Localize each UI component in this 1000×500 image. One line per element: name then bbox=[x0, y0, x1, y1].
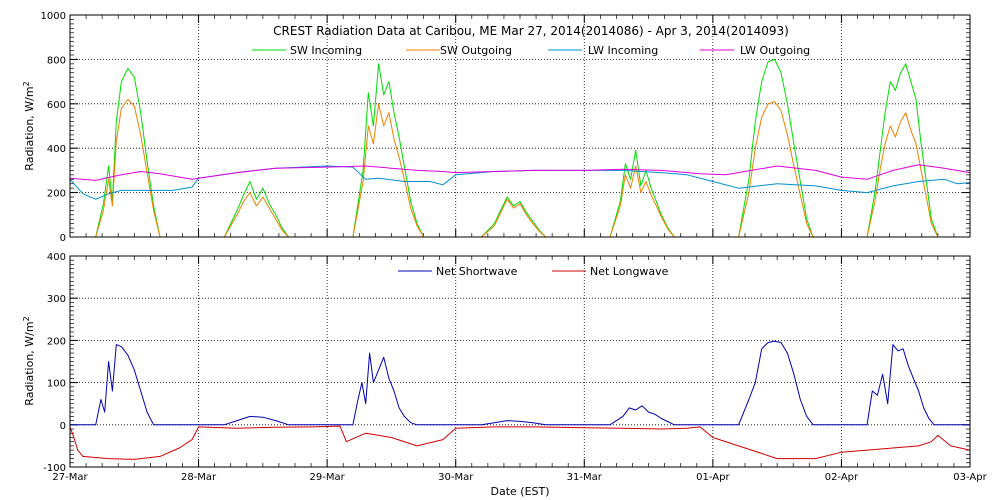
upper-ytick-label: 600 bbox=[47, 100, 66, 111]
lower-ytick-label: 300 bbox=[47, 294, 66, 305]
lower-legend: Net Shortwave Net Longwave bbox=[398, 265, 669, 278]
upper-ytick-label: 1000 bbox=[41, 11, 66, 22]
lower-series-net-longwave bbox=[69, 425, 971, 460]
x-tick-label: 28-Mar bbox=[181, 472, 217, 483]
x-tick-label: 03-Apr bbox=[953, 472, 987, 483]
upper-ytick-label: 800 bbox=[47, 55, 66, 66]
lower-series-net-shortwave bbox=[70, 340, 970, 426]
lower-panel: -100 0 100 200 300 400 27-Mar 28-Mar 29-Mar 30-Ma… bbox=[22, 252, 988, 498]
legend-sw-incoming-label: SW Incoming bbox=[290, 44, 362, 57]
lower-plot-frame bbox=[69, 255, 971, 468]
lower-ticks: -100 0 100 200 300 400 27-Mar 28-Mar 29-Mar 30-Ma… bbox=[43, 252, 987, 483]
legend-net-longwave-label: Net Longwave bbox=[590, 265, 669, 278]
upper-series-sw-outgoing bbox=[70, 98, 970, 238]
lower-gridlines bbox=[70, 256, 970, 467]
lower-y-axis-title: Radiation, W/m2 bbox=[22, 316, 36, 405]
lower-ytick-label: 400 bbox=[47, 252, 66, 263]
x-axis-title: Date (EST) bbox=[490, 485, 549, 498]
x-tick-label: 02-Apr bbox=[825, 472, 859, 483]
upper-series-lw-incoming bbox=[69, 165, 971, 200]
lower-ytick-label: 200 bbox=[47, 336, 66, 347]
upper-ytick-label: 0 bbox=[60, 233, 66, 244]
upper-y-axis-title: Radiation, W/m2 bbox=[22, 81, 36, 170]
upper-ytick-label: 200 bbox=[47, 189, 66, 200]
legend-lw-outgoing-label: LW Outgoing bbox=[740, 44, 810, 57]
x-tick-label: 30-Mar bbox=[438, 472, 474, 483]
upper-gridlines bbox=[70, 15, 970, 237]
legend-net-shortwave-label: Net Shortwave bbox=[436, 265, 518, 278]
lower-ytick-label: -100 bbox=[43, 463, 66, 474]
lower-ytick-label: 0 bbox=[60, 421, 66, 432]
upper-series bbox=[69, 58, 971, 238]
x-tick-label: 29-Mar bbox=[310, 472, 346, 483]
upper-title: CREST Radiation Data at Caribou, ME Mar … bbox=[273, 24, 789, 38]
lower-series bbox=[69, 340, 971, 460]
upper-legend: SW Incoming SW Outgoing LW Incoming LW O… bbox=[252, 44, 810, 57]
x-tick-label: 01-Apr bbox=[696, 472, 730, 483]
upper-series-lw-outgoing bbox=[69, 164, 971, 181]
x-tick-label: 27-Mar bbox=[52, 472, 88, 483]
x-tick-label: 31-Mar bbox=[567, 472, 603, 483]
legend-sw-outgoing-label: SW Outgoing bbox=[440, 44, 512, 57]
upper-ytick-label: 400 bbox=[47, 144, 66, 155]
upper-panel: 0 200 400 600 800 1000 CREST Radiation Data a… bbox=[22, 11, 971, 244]
legend-lw-incoming-label: LW Incoming bbox=[588, 44, 658, 57]
lower-ytick-label: 100 bbox=[47, 379, 66, 390]
upper-plot-frame bbox=[69, 14, 971, 238]
